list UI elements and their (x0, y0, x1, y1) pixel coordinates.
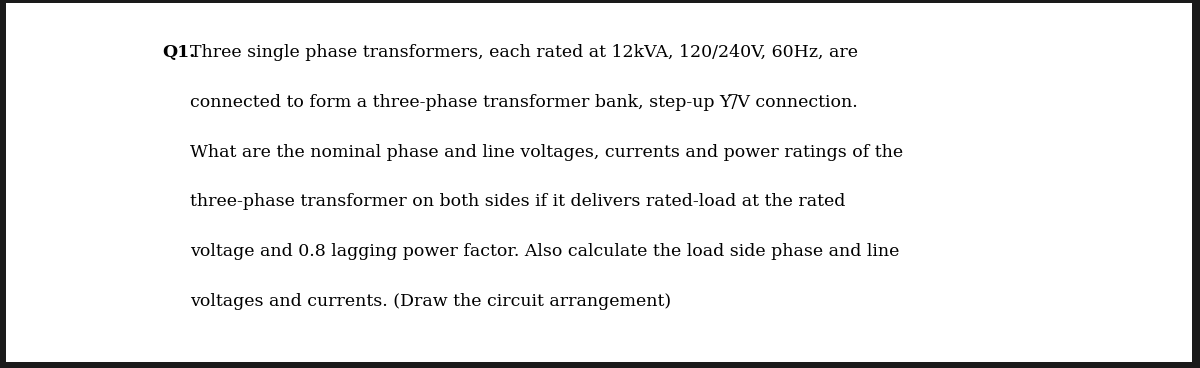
Text: What are the nominal phase and line voltages, currents and power ratings of the: What are the nominal phase and line volt… (190, 144, 902, 160)
Text: Three single phase transformers, each rated at 12kVA, 120/240V, 60Hz, are: Three single phase transformers, each ra… (190, 44, 858, 61)
Text: Q1.: Q1. (162, 44, 196, 61)
Text: voltage and 0.8 lagging power factor. Also calculate the load side phase and lin: voltage and 0.8 lagging power factor. Al… (190, 243, 899, 260)
Text: three-phase transformer on both sides if it delivers rated-load at the rated: three-phase transformer on both sides if… (190, 193, 845, 210)
Text: connected to form a three-phase transformer bank, step-up Y/̅V connection.: connected to form a three-phase transfor… (190, 94, 857, 111)
Text: voltages and currents. (Draw the circuit arrangement): voltages and currents. (Draw the circuit… (190, 293, 671, 309)
